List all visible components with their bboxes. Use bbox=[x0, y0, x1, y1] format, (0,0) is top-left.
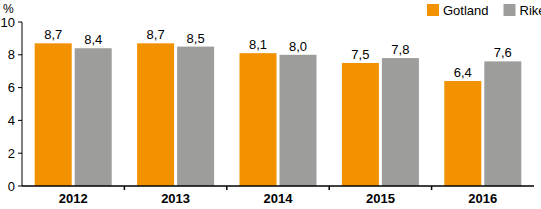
x-tick bbox=[431, 186, 433, 190]
x-axis bbox=[22, 185, 534, 187]
legend-swatch bbox=[427, 4, 439, 16]
y-tick-label: 0 bbox=[8, 179, 15, 194]
x-tick-label: 2016 bbox=[468, 191, 497, 206]
bar bbox=[177, 47, 214, 186]
x-tick-label: 2014 bbox=[264, 191, 294, 206]
y-tick bbox=[18, 54, 22, 55]
bar bbox=[75, 48, 112, 186]
data-label: 8,0 bbox=[289, 39, 307, 54]
data-label: 8,4 bbox=[84, 32, 102, 47]
legend-label: Gotland bbox=[443, 3, 489, 18]
bar bbox=[342, 63, 379, 186]
data-label: 8,7 bbox=[147, 27, 165, 42]
data-label: 8,5 bbox=[187, 31, 205, 46]
chart-container: 0 2 4 6 8 10% 8,7 8,7 8,1 7,5 6,4 8,4 8,5 8,0 7,8 7,6 20… bbox=[0, 0, 541, 209]
bar bbox=[137, 43, 174, 186]
x-tick bbox=[328, 186, 330, 190]
x-tick bbox=[226, 186, 228, 190]
y-tick bbox=[18, 120, 22, 121]
bar bbox=[35, 43, 72, 186]
data-label: 7,5 bbox=[351, 47, 369, 62]
x-tick bbox=[124, 186, 126, 190]
y-tick bbox=[18, 87, 22, 88]
y-tick-label: 2 bbox=[8, 146, 15, 161]
data-label: 7,8 bbox=[391, 42, 409, 57]
bar bbox=[240, 53, 277, 186]
data-label: 8,1 bbox=[249, 37, 267, 52]
y-tick-label: 4 bbox=[8, 113, 15, 128]
y-axis-label: % bbox=[3, 2, 14, 16]
bar bbox=[484, 61, 521, 186]
y-tick-label: 8 bbox=[8, 47, 15, 62]
x-tick-label: 2012 bbox=[59, 191, 88, 206]
legend-label: Riket bbox=[520, 3, 541, 18]
chart: 0 2 4 6 8 10% 8,7 8,7 8,1 7,5 6,4 8,4 8,5 8,0 7,8 7,6 20… bbox=[0, 0, 541, 209]
bar bbox=[382, 58, 419, 186]
y-tick-label: 10 bbox=[1, 15, 15, 30]
x-tick-label: 2015 bbox=[366, 191, 395, 206]
y-tick-label: 6 bbox=[8, 80, 15, 95]
data-label: 8,7 bbox=[44, 27, 62, 42]
data-label: 6,4 bbox=[454, 65, 472, 80]
y-tick bbox=[18, 186, 22, 187]
data-label: 7,6 bbox=[494, 45, 512, 60]
bars bbox=[35, 43, 522, 186]
legend-swatch bbox=[504, 4, 516, 16]
y-tick bbox=[18, 153, 22, 154]
y-tick bbox=[18, 22, 22, 23]
y-axis bbox=[22, 22, 23, 186]
bar bbox=[280, 55, 317, 186]
bar bbox=[444, 81, 481, 186]
x-tick-label: 2013 bbox=[161, 191, 190, 206]
